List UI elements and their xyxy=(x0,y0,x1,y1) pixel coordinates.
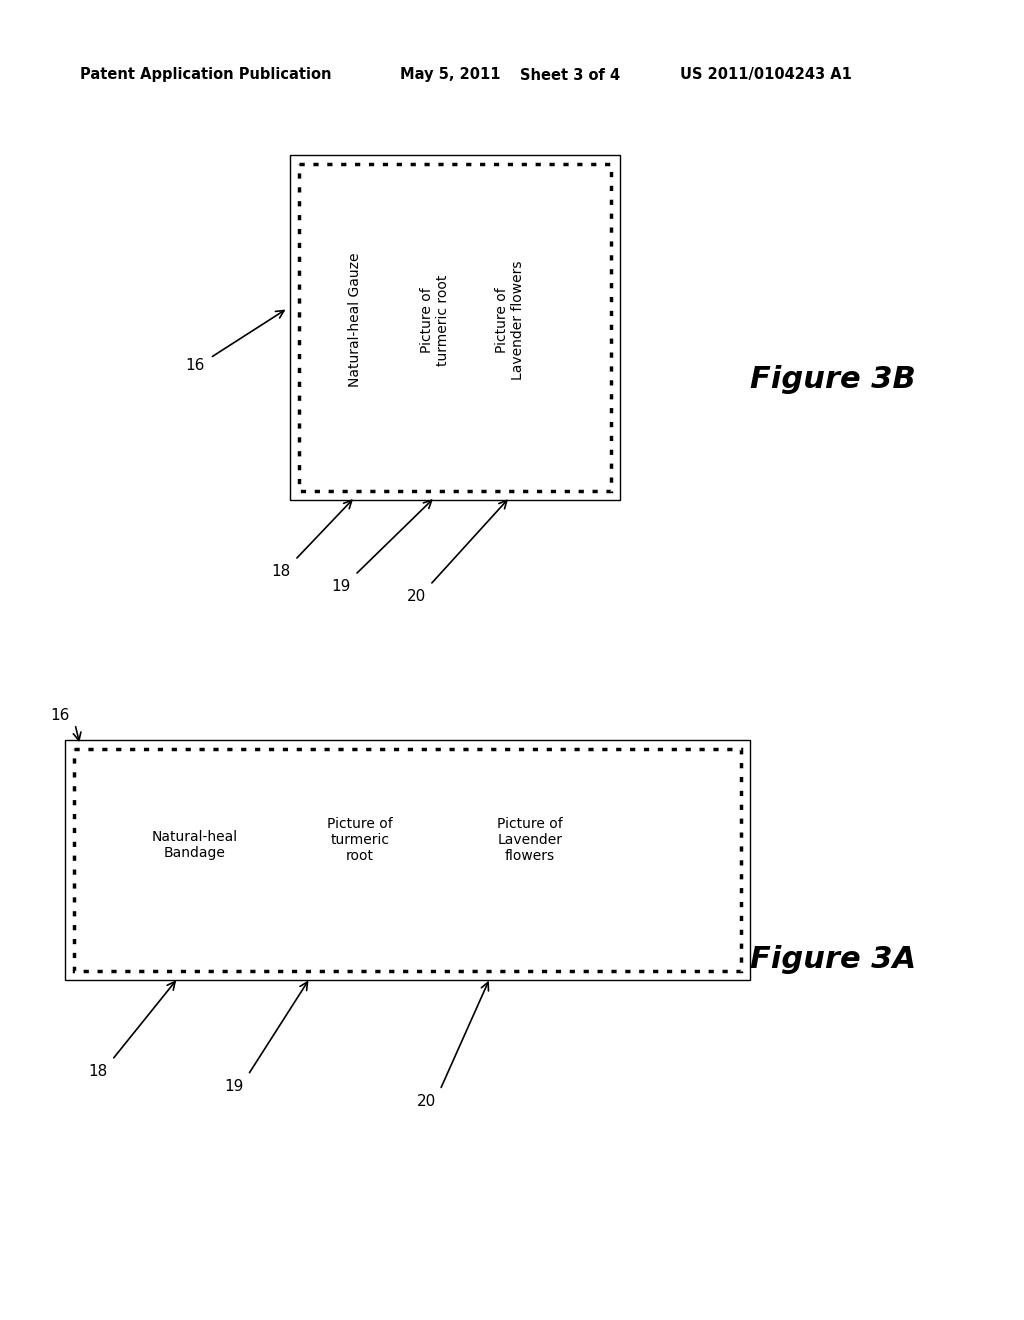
Bar xyxy=(74,748,741,972)
Text: Picture of
turmeric root: Picture of turmeric root xyxy=(420,275,451,366)
Text: 19: 19 xyxy=(332,579,351,594)
Text: Picture of
Lavender
flowers: Picture of Lavender flowers xyxy=(497,817,563,863)
Text: 16: 16 xyxy=(50,708,70,722)
Text: 20: 20 xyxy=(417,1094,436,1109)
Bar xyxy=(299,164,611,491)
Text: 19: 19 xyxy=(224,1078,244,1094)
Text: Natural-heal Gauze: Natural-heal Gauze xyxy=(348,252,362,387)
Bar xyxy=(65,741,750,979)
Text: Figure 3B: Figure 3B xyxy=(750,366,915,395)
Text: 16: 16 xyxy=(185,358,205,372)
Text: Sheet 3 of 4: Sheet 3 of 4 xyxy=(520,67,621,82)
Text: US 2011/0104243 A1: US 2011/0104243 A1 xyxy=(680,67,852,82)
Text: 18: 18 xyxy=(271,564,291,579)
Text: Patent Application Publication: Patent Application Publication xyxy=(80,67,332,82)
Text: 18: 18 xyxy=(89,1064,108,1078)
Text: Picture of
turmeric
root: Picture of turmeric root xyxy=(327,817,393,863)
Text: Natural-heal
Bandage: Natural-heal Bandage xyxy=(152,830,238,861)
Text: Figure 3A: Figure 3A xyxy=(750,945,916,974)
Text: Picture of
Lavender flowers: Picture of Lavender flowers xyxy=(495,260,525,380)
Text: 20: 20 xyxy=(407,589,426,605)
Text: May 5, 2011: May 5, 2011 xyxy=(400,67,501,82)
Bar xyxy=(290,154,620,500)
